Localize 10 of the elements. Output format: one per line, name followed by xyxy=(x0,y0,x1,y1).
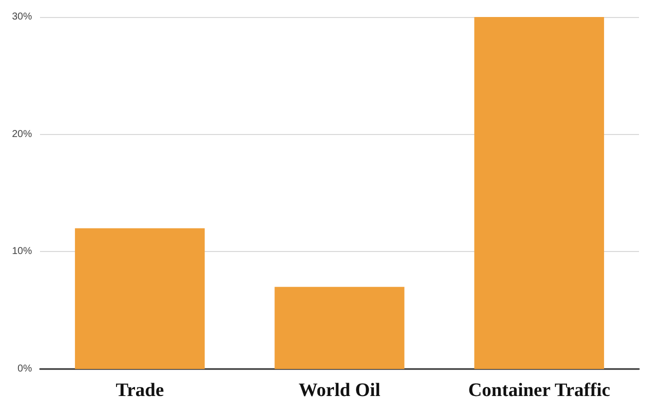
y-tick-label: 30% xyxy=(12,12,32,22)
x-tick-label: World Oil xyxy=(298,380,380,401)
x-tick-label: Trade xyxy=(116,380,164,401)
y-tick-label: 10% xyxy=(12,246,32,258)
bar xyxy=(74,228,205,369)
x-tick-label: Container Traffic xyxy=(468,380,610,401)
y-tick-label: 20% xyxy=(12,128,32,140)
bar xyxy=(274,286,404,369)
bar xyxy=(474,17,604,369)
y-tick-label: 0% xyxy=(18,364,32,374)
